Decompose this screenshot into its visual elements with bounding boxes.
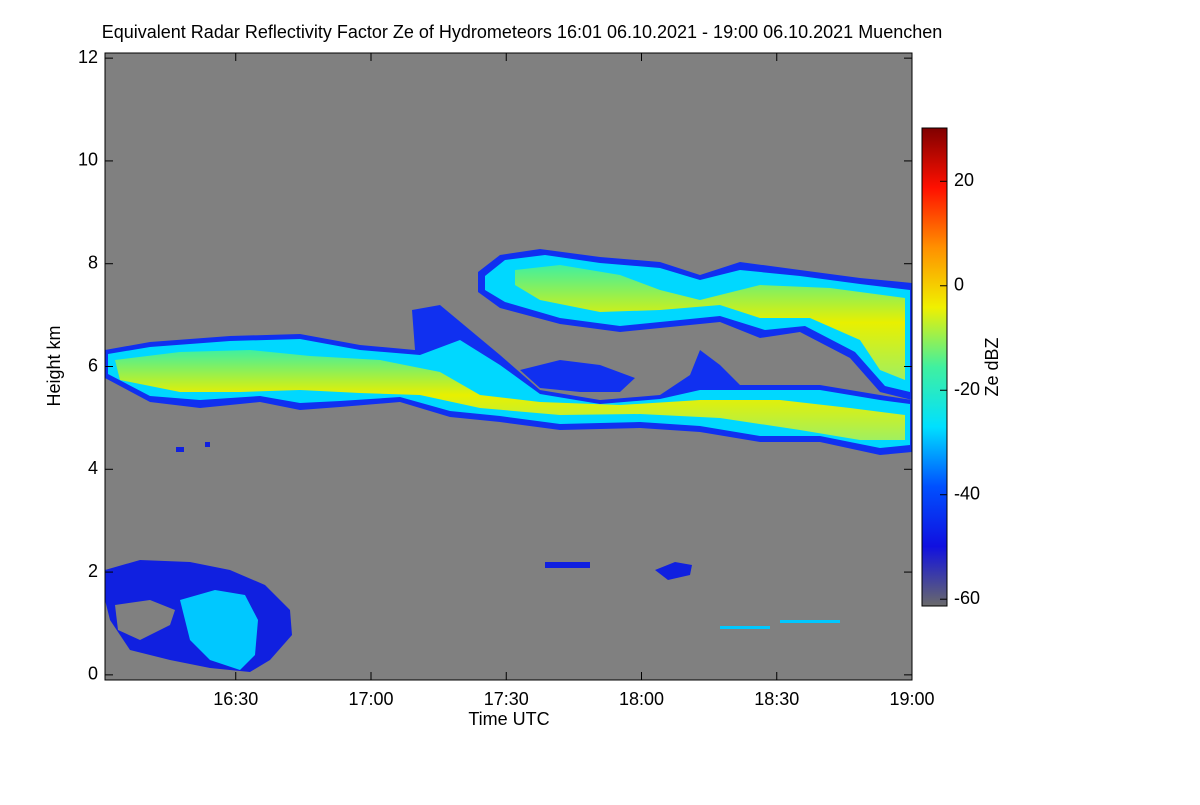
y-tick-label: 8 <box>88 252 98 272</box>
echo-gap <box>115 600 175 640</box>
x-axis-label: Time UTC <box>468 709 549 729</box>
y-axis-label: Height km <box>44 325 64 406</box>
colorbar-tick-label: -20 <box>954 379 980 399</box>
echo-region <box>115 350 905 440</box>
colorbar <box>921 127 948 607</box>
echo-region <box>176 447 184 452</box>
x-tick-label: 17:30 <box>484 689 529 709</box>
echo-region <box>780 620 840 623</box>
echo-region <box>515 265 905 380</box>
colorbar-tick-label: 0 <box>954 275 964 295</box>
echo-region <box>205 442 210 447</box>
echo-region <box>720 626 770 629</box>
chart-title: Equivalent Radar Reflectivity Factor Ze … <box>102 22 943 42</box>
colorbar-tick-label: -40 <box>954 483 980 503</box>
echo-region <box>545 562 590 568</box>
y-tick-label: 4 <box>88 458 98 478</box>
echo-region <box>520 360 635 392</box>
y-tick-label: 12 <box>78 47 98 67</box>
x-tick-label: 19:00 <box>889 689 934 709</box>
colorbar-tick-label: 20 <box>954 170 974 190</box>
y-tick-label: 10 <box>78 150 98 170</box>
y-tick-label: 6 <box>88 355 98 375</box>
colorbar-label: Ze dBZ <box>982 337 1002 396</box>
x-tick-label: 18:00 <box>619 689 664 709</box>
echo-region <box>180 590 258 670</box>
x-tick-label: 16:30 <box>213 689 258 709</box>
echo-field <box>105 249 912 672</box>
y-tick-label: 2 <box>88 561 98 581</box>
y-tick-label: 0 <box>88 664 98 684</box>
echo-region <box>655 562 692 580</box>
x-tick-label: 18:30 <box>754 689 799 709</box>
colorbar-tick-label: -60 <box>954 588 980 608</box>
x-tick-label: 17:00 <box>348 689 393 709</box>
